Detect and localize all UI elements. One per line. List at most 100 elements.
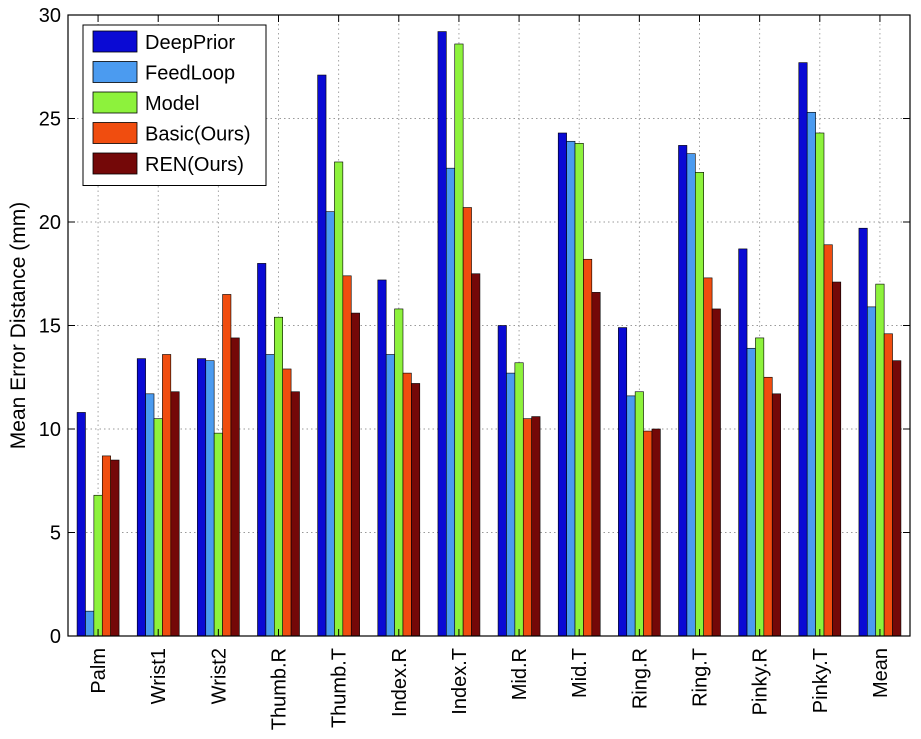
bar-basic-ours-mid-r <box>522 418 532 637</box>
bar-model-thumb-t <box>334 161 344 637</box>
bar-basic-ours-palm <box>101 455 111 637</box>
bar-deepprior-pinky-t <box>798 62 808 637</box>
bar-model-pinky-t <box>815 132 825 637</box>
bar-deepprior-index-r <box>377 279 387 637</box>
bar-ren-ours-thumb-t <box>350 312 360 637</box>
bar-feedloop-mid-r <box>506 372 516 637</box>
bar-model-ring-t <box>694 172 704 637</box>
bar-model-mid-t <box>574 143 584 637</box>
bar-model-mid-r <box>514 362 524 637</box>
x-tick-label: Index.R <box>389 648 411 717</box>
bar-ren-ours-ring-t <box>711 308 721 637</box>
bar-basic-ours-ring-r <box>643 430 653 637</box>
bar-basic-ours-wrist2 <box>222 294 232 637</box>
bar-ren-ours-palm <box>110 459 120 637</box>
legend-swatch <box>92 61 138 83</box>
bar-feedloop-index-r <box>385 354 395 637</box>
bar-feedloop-ring-t <box>686 153 696 637</box>
x-tick-label: Mid.T <box>569 648 591 698</box>
x-tick-label: Thumb.R <box>269 648 291 730</box>
bar-deepprior-ring-r <box>618 327 628 637</box>
bar-deepprior-thumb-r <box>257 263 267 637</box>
legend-label: Basic(Ours) <box>145 124 251 146</box>
x-tick-label: Ring.R <box>629 648 651 709</box>
bar-basic-ours-index-t <box>462 207 472 637</box>
bar-feedloop-ring-r <box>626 395 636 637</box>
legend-label: REN(Ours) <box>145 154 244 176</box>
bars <box>76 31 902 637</box>
bar-model-wrist1 <box>153 418 163 637</box>
bar-feedloop-palm <box>85 610 95 637</box>
bar-ren-ours-pinky-r <box>771 393 781 637</box>
y-tick-label: 25 <box>39 109 61 131</box>
bar-ren-ours-index-r <box>411 383 421 637</box>
bar-ren-ours-wrist1 <box>170 391 180 637</box>
bar-basic-ours-ring-t <box>703 277 713 637</box>
bar-basic-ours-mean <box>883 333 893 637</box>
x-tick-label: Index.T <box>449 648 471 715</box>
bar-ren-ours-mid-t <box>591 292 601 637</box>
legend-swatch <box>92 30 138 53</box>
bar-ren-ours-mid-r <box>531 416 541 637</box>
x-tick-label: Palm <box>88 648 110 694</box>
bar-basic-ours-wrist1 <box>162 354 172 637</box>
bar-ren-ours-mean <box>892 360 902 637</box>
bar-model-mean <box>875 283 885 637</box>
bar-deepprior-wrist2 <box>197 358 207 637</box>
bar-feedloop-mean <box>867 306 877 637</box>
bar-deepprior-mean <box>858 227 868 637</box>
bar-model-index-r <box>394 308 404 637</box>
bar-model-ring-r <box>634 391 644 637</box>
y-axis: 0 5 10 15 20 25 30 <box>39 5 910 648</box>
bar-feedloop-index-t <box>446 167 456 637</box>
x-tick-label: Mid.R <box>509 648 531 700</box>
bar-basic-ours-thumb-t <box>342 275 352 637</box>
bar-deepprior-palm <box>76 412 86 637</box>
x-tick-label: Pinky.R <box>750 648 772 715</box>
y-tick-label: 10 <box>39 419 61 441</box>
bar-deepprior-pinky-r <box>738 248 748 637</box>
bar-ren-ours-index-t <box>471 273 481 637</box>
bar-basic-ours-pinky-r <box>763 376 773 637</box>
bar-deepprior-thumb-t <box>317 74 327 637</box>
x-tick-label: Wrist1 <box>148 648 170 704</box>
bar-feedloop-thumb-r <box>265 354 275 637</box>
legend-swatch <box>92 122 138 144</box>
bar-ren-ours-ring-r <box>651 428 661 637</box>
legend-swatch <box>92 91 138 114</box>
y-tick-label: 20 <box>39 212 61 234</box>
bar-deepprior-index-t <box>437 31 447 637</box>
bar-feedloop-mid-t <box>566 140 576 637</box>
y-tick-label: 15 <box>39 316 61 338</box>
y-axis-label: Mean Error Distance (mm) <box>7 202 30 449</box>
bar-deepprior-mid-r <box>497 325 507 637</box>
bar-model-index-t <box>454 43 464 637</box>
bar-basic-ours-index-r <box>402 372 412 637</box>
bar-ren-ours-pinky-t <box>832 281 842 637</box>
legend-label: Model <box>145 93 199 115</box>
x-tick-label: Ring.T <box>690 648 712 707</box>
bar-model-pinky-r <box>755 337 765 637</box>
bar-feedloop-wrist1 <box>145 393 155 637</box>
bar-ren-ours-thumb-r <box>290 391 300 637</box>
bar-basic-ours-mid-t <box>583 258 593 637</box>
bar-deepprior-mid-t <box>557 132 567 637</box>
bar-feedloop-wrist2 <box>205 360 215 637</box>
legend-label: FeedLoop <box>145 63 235 85</box>
legend-label: DeepPrior <box>145 32 235 54</box>
x-tick-label: Thumb.T <box>329 648 351 728</box>
bar-model-palm <box>93 494 103 637</box>
y-tick-label: 30 <box>39 5 61 27</box>
bar-feedloop-pinky-t <box>806 111 816 637</box>
bar-feedloop-thumb-t <box>325 211 335 637</box>
bar-model-wrist2 <box>213 432 223 637</box>
legend: DeepPrior FeedLoop Model Basic(Ours) REN(Our… <box>82 24 267 186</box>
x-tick-label: Mean <box>870 648 892 698</box>
y-tick-label: 0 <box>50 626 61 648</box>
bar-deepprior-wrist1 <box>136 358 146 637</box>
bar-basic-ours-pinky-t <box>823 244 833 637</box>
x-tick-label: Wrist2 <box>208 648 230 704</box>
x-axis: Palm Wrist1 Wrist2 Thumb.R Thumb.T Index.R Ind… <box>88 15 892 730</box>
bar-feedloop-pinky-r <box>746 347 756 637</box>
